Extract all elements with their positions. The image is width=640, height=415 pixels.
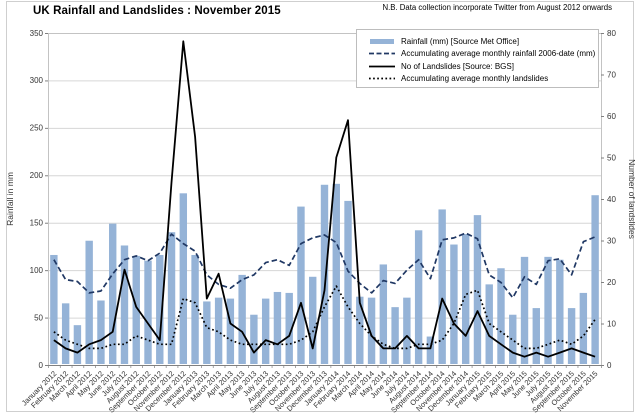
rainfall-bar <box>356 296 364 364</box>
rainfall-bar <box>497 268 505 364</box>
legend-swatch-dotted-icon <box>369 77 395 80</box>
legend-label: No of Landslides [Source: BGS] <box>401 61 514 71</box>
rainfall-bar <box>520 256 529 364</box>
left-axis-tick-label: 50 <box>34 313 43 322</box>
chart-title: UK Rainfall and Landslides : November 20… <box>33 5 281 17</box>
rainfall-bar <box>203 301 211 364</box>
legend-item-solid: No of Landslides [Source: BGS] <box>369 60 598 73</box>
right-axis-title: Number of landslides <box>627 159 637 239</box>
rainfall-bar <box>297 206 305 364</box>
rainfall-bar <box>344 200 352 364</box>
rainfall-bar <box>109 223 117 364</box>
legend-item-dashed: Accumulating average monthly rainfall 20… <box>369 48 598 61</box>
right-axis-tick-label: 40 <box>607 195 616 204</box>
rainfall-bar <box>556 259 564 364</box>
rainfall-bar <box>50 254 58 364</box>
legend-label: Accumulating average monthly rainfall 20… <box>401 49 596 59</box>
rainfall-bar <box>461 234 470 364</box>
left-axis-tick-label: 200 <box>30 171 44 180</box>
rainfall-bar <box>332 183 340 364</box>
rainfall-bar <box>544 256 552 364</box>
rainfall-bar <box>226 298 235 364</box>
series-avg-rainfall-dashed-line <box>53 232 596 299</box>
rainfall-bar <box>191 254 199 364</box>
left-axis-tick-label: 250 <box>30 124 44 133</box>
series-rainfall-bars <box>50 183 599 364</box>
rainfall-bar <box>285 292 293 364</box>
gridlines <box>48 33 601 319</box>
series-landslides-solid-line <box>53 40 596 358</box>
left-axis-tick-label: 100 <box>30 266 44 275</box>
rainfall-bar <box>426 336 435 364</box>
legend-label: Accumulating average monthly landslides <box>401 74 549 84</box>
rainfall-bar <box>450 244 458 364</box>
left-axis-tick-label: 150 <box>30 219 44 228</box>
rainfall-bar <box>414 230 423 364</box>
rainfall-bar <box>156 254 164 364</box>
rainfall-bar <box>250 314 258 364</box>
right-axis-tick-label: 70 <box>607 70 616 79</box>
rainfall-bar <box>167 232 176 364</box>
chart-note: N.B. Data collection incorporate Twitter… <box>382 3 612 12</box>
rainfall-bar <box>509 314 517 364</box>
rainfall-bar <box>238 274 246 364</box>
right-axis: 0 10 20 30 40 50 60 70 80 <box>601 29 616 370</box>
left-axis-title: Rainfall in mm <box>5 172 15 226</box>
rainfall-bar <box>120 245 129 364</box>
rainfall-bar <box>273 291 282 364</box>
legend-item-dotted: Accumulating average monthly landslides <box>369 73 598 86</box>
legend-swatch-solid-icon <box>369 65 395 68</box>
legend-label: Rainfall (mm) [Source Met Office] <box>401 36 520 46</box>
legend-swatch-bar-icon <box>370 38 394 44</box>
left-axis: 0 50 100 150 200 250 300 350 <box>30 29 48 370</box>
left-axis-tick-label: 0 <box>39 361 44 370</box>
rainfall-bar <box>403 297 411 364</box>
rainfall-bar <box>367 297 376 364</box>
rainfall-bar <box>144 260 152 364</box>
right-axis-tick-label: 80 <box>607 29 616 38</box>
right-axis-tick-label: 50 <box>607 153 616 162</box>
rainfall-bar <box>97 300 105 364</box>
rainfall-bar <box>85 240 93 364</box>
rainfall-bar <box>132 255 140 364</box>
right-axis-tick-label: 60 <box>607 112 616 121</box>
rainfall-bar <box>473 215 482 364</box>
rainfall-bar <box>261 298 270 364</box>
rainfall-bar <box>591 195 599 364</box>
rainfall-bar <box>214 297 223 364</box>
rainfall-bar <box>438 209 446 364</box>
left-axis-tick-label: 350 <box>30 29 44 38</box>
rainfall-bar <box>532 308 540 364</box>
right-axis-tick-label: 0 <box>607 361 612 370</box>
legend: Rainfall (mm) [Source Met Office] Accumul… <box>356 29 599 88</box>
legend-item-bar: Rainfall (mm) [Source Met Office] <box>369 35 598 48</box>
rainfall-bar <box>309 276 317 364</box>
rainfall-bar <box>61 303 70 364</box>
right-axis-tick-label: 10 <box>607 319 616 328</box>
rainfall-bar <box>179 193 188 364</box>
rainfall-bar <box>320 184 329 364</box>
rainfall-bar <box>379 264 388 364</box>
rainfall-bar <box>391 307 399 364</box>
right-axis-tick-label: 30 <box>607 236 616 245</box>
left-axis-tick-label: 300 <box>30 76 44 85</box>
rainfall-bar <box>567 308 576 364</box>
chart-area-border <box>6 1 634 412</box>
rainfall-bar <box>579 292 588 364</box>
right-axis-tick-label: 20 <box>607 278 616 287</box>
legend-swatch-dashed-icon <box>369 52 395 55</box>
